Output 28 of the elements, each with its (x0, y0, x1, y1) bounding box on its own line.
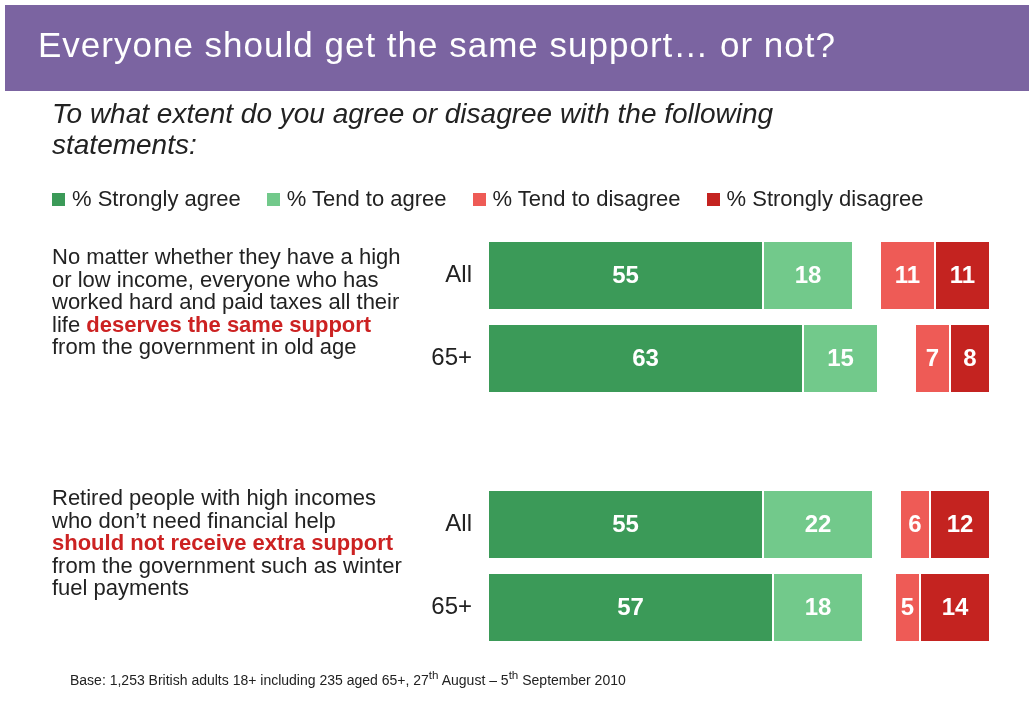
data-label: 18 (794, 261, 822, 289)
text: Base: 1,253 British adults 18+ including 235 aged 65+, 27$^{th}$ August – 5$^{th}$ September 2010 (70, 668, 626, 688)
data-label: 11 (894, 261, 921, 289)
data-label: 12 (946, 510, 974, 538)
data-label: 18 (804, 593, 832, 621)
data-label: 63 (632, 344, 659, 372)
data-label: 55 (612, 510, 639, 538)
y-tick-label: All (445, 509, 472, 537)
data-label: 5 (900, 593, 915, 621)
y-tick-label: 65+ (431, 343, 472, 371)
y-tick-label: 65+ (431, 592, 472, 620)
legend-label: % Tend to disagree (491, 186, 681, 212)
data-label: 6 (908, 510, 922, 538)
data-label: 8 (963, 344, 977, 372)
legend-label: % Strongly disagree (725, 186, 924, 212)
data-label: 22 (804, 510, 832, 538)
legend-label: % Tend to agree (285, 186, 447, 212)
y-tick-label: All (445, 260, 472, 288)
data-label: 57 (617, 593, 644, 621)
chart-subtitle: To what extent do you agree or disagree with the following statements: (52, 98, 775, 160)
chart-title: Everyone should get the same support… or not? (38, 25, 836, 65)
data-label: 7 (925, 344, 940, 372)
data-label: 14 (941, 593, 969, 621)
text: Retired people with high incomes who don’t need financial help (52, 485, 377, 533)
data-label: 55 (612, 261, 639, 289)
legend-label: % Strongly agree (71, 186, 241, 212)
data-label: 11 (949, 261, 976, 289)
data-label: 15 (827, 344, 854, 372)
